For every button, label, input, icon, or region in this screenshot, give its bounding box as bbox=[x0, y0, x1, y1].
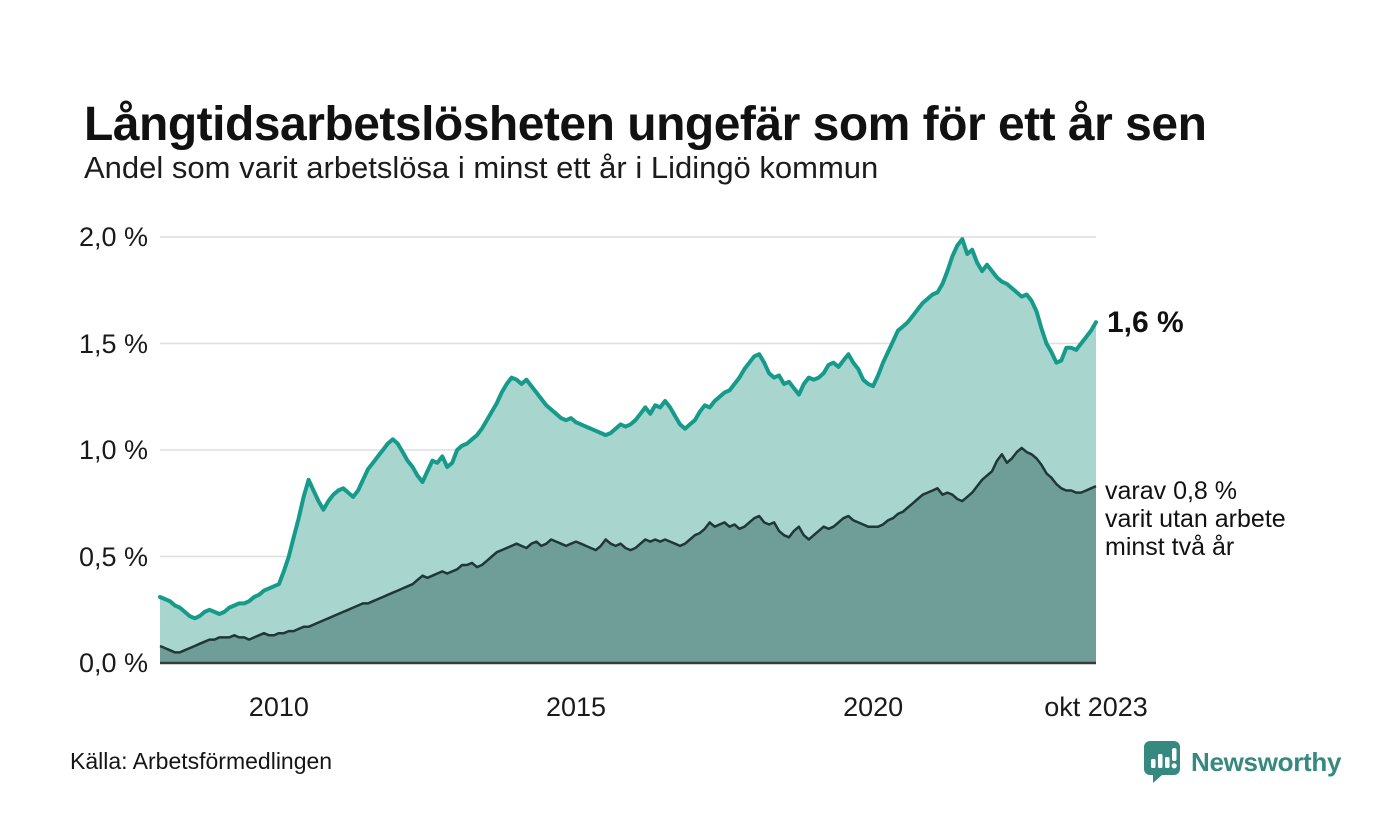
page-title: Långtidsarbetslösheten ungefär som för e… bbox=[84, 98, 1207, 152]
y-axis-label: 1,5 % bbox=[78, 328, 148, 359]
source-note: Källa: Arbetsförmedlingen bbox=[70, 748, 333, 774]
line-one-year bbox=[158, 237, 1098, 621]
bar-chart-speech-bubble-icon bbox=[1143, 740, 1181, 784]
area-two-year bbox=[160, 447, 1096, 663]
y-axis-label: 1,0 % bbox=[78, 435, 148, 465]
two-year-annotation: varav 0,8 % varit utan arbete minst två … bbox=[1105, 477, 1286, 561]
x-axis-label: 2010 bbox=[248, 692, 309, 722]
y-axis-label: 0,5 % bbox=[78, 541, 148, 572]
two-year-annotation-line2: varit utan arbete bbox=[1105, 505, 1286, 533]
x-axis-label: okt 2023 bbox=[1044, 692, 1148, 722]
x-axis-label: 2020 bbox=[843, 692, 904, 722]
y-axis-label: 2,0 % bbox=[78, 222, 148, 252]
y-axis-label: 0,0 % bbox=[78, 648, 148, 678]
line-two-year bbox=[159, 446, 1097, 654]
x-axis-label: 2015 bbox=[545, 692, 607, 722]
two-year-annotation-line1: varav 0,8 % bbox=[1105, 477, 1238, 505]
area-chart bbox=[158, 236, 1098, 665]
chart-subtitle: Andel som varit arbetslösa i minst ett å… bbox=[84, 150, 879, 185]
brand-logo: Newsworthy bbox=[1143, 740, 1341, 784]
brand-name: Newsworthy bbox=[1191, 746, 1342, 777]
latest-value-annotation: 1,6 % bbox=[1107, 306, 1184, 339]
two-year-annotation-line3: minst två år bbox=[1105, 533, 1235, 561]
